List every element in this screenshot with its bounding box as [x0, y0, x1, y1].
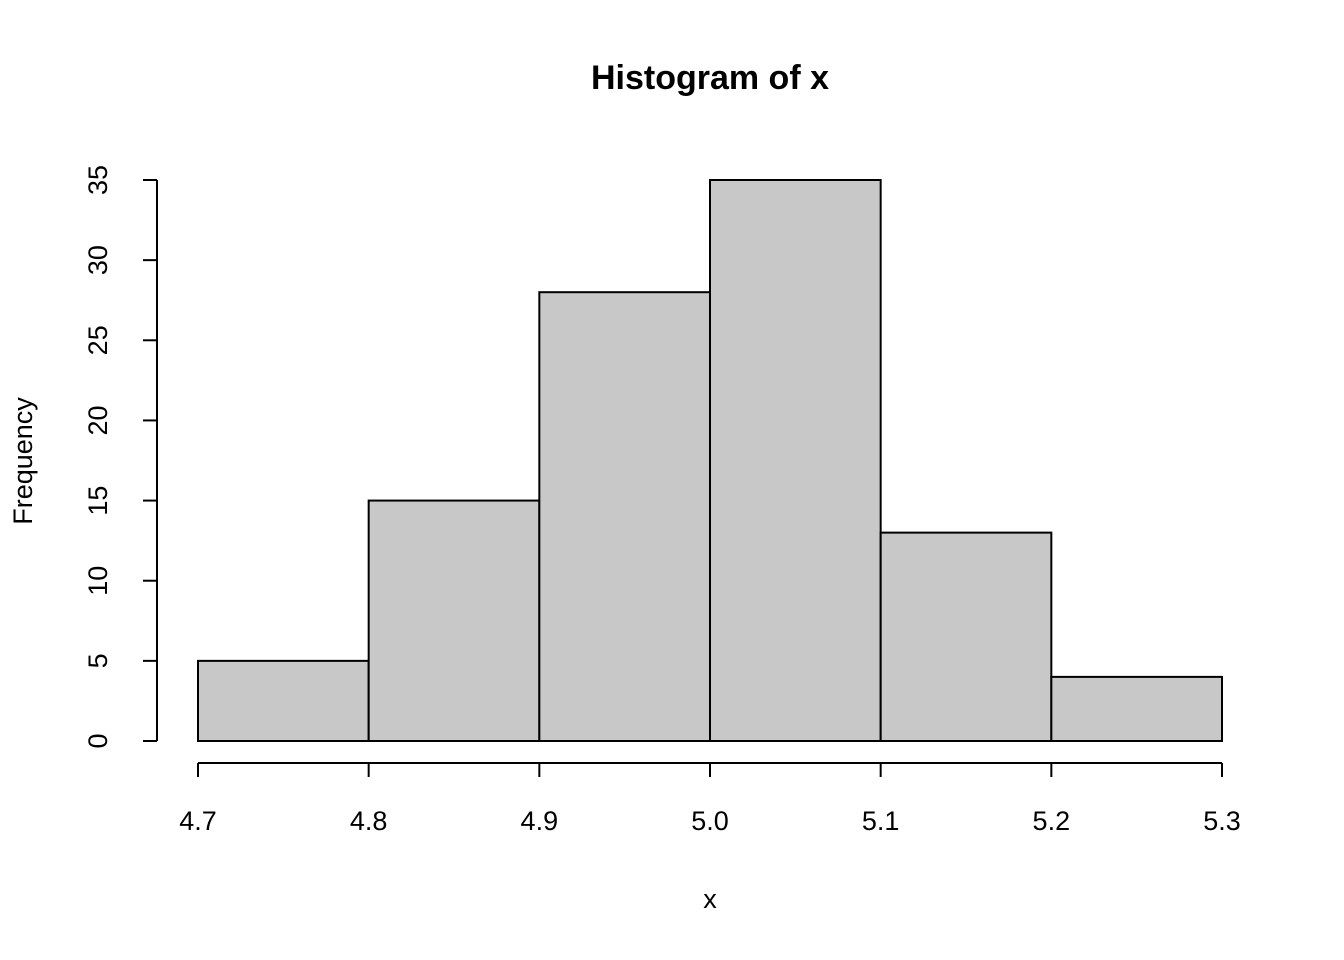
x-tick-label: 4.7 [179, 806, 217, 836]
y-tick-label: 30 [83, 245, 113, 275]
bar [197, 659, 370, 742]
y-tick-label: 10 [83, 566, 113, 596]
bar [879, 531, 1053, 743]
y-tick-label: 5 [83, 653, 113, 668]
y-axis-label: Frequency [8, 397, 38, 525]
x-tick-label: 4.8 [350, 806, 388, 836]
x-axis-label: x [703, 884, 717, 914]
x-tick-label: 5.0 [691, 806, 729, 836]
x-tick-label: 5.1 [862, 806, 900, 836]
x-tick-label: 4.9 [521, 806, 559, 836]
bar [367, 499, 541, 743]
y-tick-label: 15 [83, 486, 113, 516]
x-tick-label: 5.3 [1203, 806, 1241, 836]
y-tick-label: 25 [83, 325, 113, 355]
x-tick-label: 5.2 [1033, 806, 1071, 836]
chart-title: Histogram of x [591, 59, 829, 97]
bar [709, 179, 882, 742]
y-tick-label: 0 [83, 733, 113, 748]
bar [538, 291, 711, 742]
bar [1050, 675, 1224, 743]
y-tick-label: 35 [83, 165, 113, 195]
y-tick-label: 20 [83, 405, 113, 435]
